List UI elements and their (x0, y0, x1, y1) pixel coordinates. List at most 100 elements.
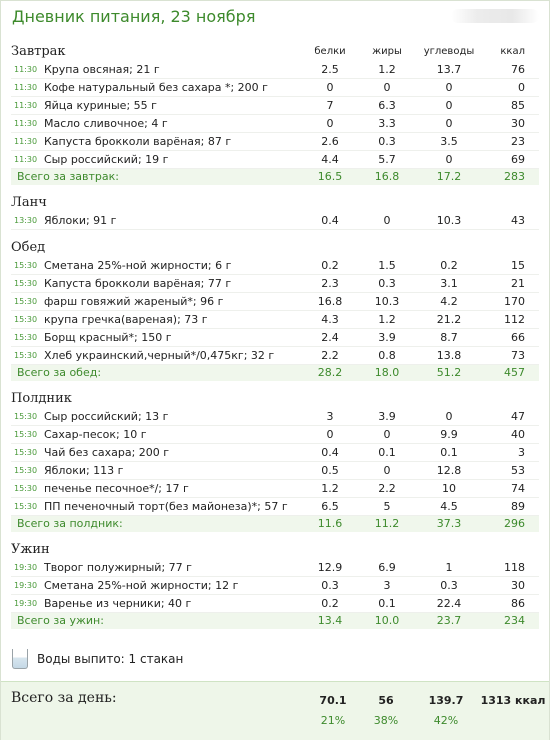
column-header-fat: жиры (372, 46, 402, 57)
food-fat: 0.3 (359, 274, 415, 293)
food-row[interactable]: 11:30 Яйца куриные; 55 г 7 6.3 0 85 (11, 96, 539, 115)
food-row[interactable]: 15:30 Капуста брокколи варёная; 77 г 2.3 0.… (11, 274, 539, 293)
food-fat: 0 (359, 212, 415, 230)
food-name[interactable]: Яблоки; 113 г (44, 461, 301, 480)
meal-total-label: Всего за обед: (11, 364, 301, 381)
food-row[interactable]: 11:30 Масло сливочное; 4 г 0 3.3 0 30 (11, 114, 539, 133)
food-name[interactable]: Сыр российский; 13 г (44, 408, 301, 426)
food-time: 11:30 (11, 78, 44, 97)
food-time: 15:30 (11, 497, 44, 516)
food-name[interactable]: Хлеб украинский,черный*/0,475кг; 32 г (44, 346, 301, 365)
food-name[interactable]: Сыр российский; 19 г (44, 150, 301, 169)
section-spacer (11, 381, 539, 390)
food-fat: 2.2 (359, 479, 415, 498)
meal-header-spacer (301, 390, 539, 408)
meal-header-spacer (301, 239, 539, 257)
food-fat: 0.1 (359, 594, 415, 613)
food-row[interactable]: 15:30 печенье песочное*/; 17 г 1.2 2.2 10 74 (11, 479, 539, 498)
food-protein: 4.4 (301, 150, 359, 169)
food-time: 11:30 (11, 114, 44, 133)
meal-total-protein: 11.6 (301, 515, 359, 532)
food-carbs: 9.9 (415, 425, 483, 444)
food-row[interactable]: 15:30 Сметана 25%-ной жирности; 6 г 0.2 1.5… (11, 257, 539, 275)
food-row[interactable]: 15:30 Чай без сахара; 200 г 0.4 0.1 0.1 3 (11, 443, 539, 462)
food-kcal: 30 (483, 576, 539, 595)
food-name[interactable]: Масло сливочное; 4 г (44, 114, 301, 133)
food-name[interactable]: Яблоки; 91 г (44, 212, 301, 230)
meal-header: Полдник (11, 390, 539, 408)
food-row[interactable]: 13:30 Яблоки; 91 г 0.4 0 10.3 43 (11, 212, 539, 230)
meal-total-kcal: 296 (483, 515, 539, 532)
food-row[interactable]: 15:30 Яблоки; 113 г 0.5 0 12.8 53 (11, 461, 539, 480)
meal-total-carbs: 37.3 (415, 515, 483, 532)
food-name[interactable]: Чай без сахара; 200 г (44, 443, 301, 462)
food-row[interactable]: 15:30 Хлеб украинский,черный*/0,475кг; 32… (11, 346, 539, 365)
day-total-panel: Всего за день: 70.1 56 139.7 1313 ккал 2… (1, 681, 549, 740)
meal-title: Полдник (11, 391, 72, 406)
meal-total-fat: 11.2 (359, 515, 415, 532)
day-carbs-percent: 42% (433, 714, 459, 727)
food-protein: 2.6 (301, 132, 359, 151)
meal-total-fat: 10.0 (359, 612, 415, 629)
spacer-cell (11, 185, 539, 194)
food-row[interactable]: 19:30 Варенье из черники; 40 г 0.2 0.1 22.4 8… (11, 594, 539, 613)
food-carbs: 22.4 (415, 594, 483, 613)
food-row[interactable]: 11:30 Сыр российский; 19 г 4.4 5.7 0 69 (11, 150, 539, 169)
food-name[interactable]: фарш говяжий жареный*; 96 г (44, 292, 301, 311)
food-name[interactable]: Сахар-песок; 10 г (44, 425, 301, 444)
food-protein: 0.3 (301, 576, 359, 595)
title-decoration (451, 9, 539, 23)
food-name[interactable]: Сметана 25%-ной жирности; 12 г (44, 576, 301, 595)
food-row[interactable]: 11:30 Капуста брокколи варёная; 87 г 2.6 0.… (11, 132, 539, 151)
food-protein: 1.2 (301, 479, 359, 498)
food-row[interactable]: 19:30 Сметана 25%-ной жирности; 12 г 0.3 3 0… (11, 576, 539, 595)
food-name[interactable]: печенье песочное*/; 17 г (44, 479, 301, 498)
food-name[interactable]: Яйца куриные; 55 г (44, 96, 301, 115)
food-protein: 2.2 (301, 346, 359, 365)
column-header-protein: белки (314, 46, 346, 57)
page-title: Дневник питания, 23 ноября (12, 7, 256, 26)
food-name[interactable]: Кофе натуральный без сахара *; 200 г (44, 78, 301, 97)
diary-table: Завтрак белки жиры углеводы ккал 11:30 Крупа о… (11, 43, 539, 629)
food-kcal: 53 (483, 461, 539, 480)
food-row[interactable]: 15:30 ПП печеночный торт(без майонеза)*; … (11, 497, 539, 516)
food-row[interactable]: 19:30 Творог полужирный; 77 г 12.9 6.9 1 118 (11, 559, 539, 577)
food-protein: 3 (301, 408, 359, 426)
food-row[interactable]: 11:30 Кофе натуральный без сахара *; 200 … (11, 78, 539, 97)
food-carbs: 0.3 (415, 576, 483, 595)
water-glass-icon[interactable] (12, 649, 28, 669)
food-kcal: 170 (483, 292, 539, 311)
food-row[interactable]: 15:30 крупа гречка(вареная); 73 г 4.3 1.2 21… (11, 310, 539, 329)
food-name[interactable]: крупа гречка(вареная); 73 г (44, 310, 301, 329)
food-row[interactable]: 15:30 Борщ красный*; 150 г 2.4 3.9 8.7 66 (11, 328, 539, 347)
food-name[interactable]: Капуста брокколи варёная; 87 г (44, 132, 301, 151)
food-kcal: 47 (483, 408, 539, 426)
food-row[interactable]: 15:30 Сыр российский; 13 г 3 3.9 0 47 (11, 408, 539, 426)
food-protein: 0.2 (301, 594, 359, 613)
food-row[interactable]: 15:30 фарш говяжий жареный*; 96 г 16.8 10.3… (11, 292, 539, 311)
food-kcal: 69 (483, 150, 539, 169)
food-name[interactable]: ПП печеночный торт(без майонеза)*; 57 г (44, 497, 301, 516)
food-name[interactable]: Крупа овсяная; 21 г (44, 61, 301, 79)
meal-header: Ужин (11, 541, 539, 559)
meal-total-protein: 13.4 (301, 612, 359, 629)
food-name[interactable]: Варенье из черники; 40 г (44, 594, 301, 613)
food-time: 15:30 (11, 328, 44, 347)
food-protein: 2.3 (301, 274, 359, 293)
food-time: 15:30 (11, 310, 44, 329)
food-time: 15:30 (11, 292, 44, 311)
day-total-kcal: 1313 ккал (480, 694, 546, 707)
food-name[interactable]: Борщ красный*; 150 г (44, 328, 301, 347)
section-spacer (11, 532, 539, 541)
meal-header: Ланч (11, 194, 539, 212)
food-row[interactable]: 11:30 Крупа овсяная; 21 г 2.5 1.2 13.7 76 (11, 61, 539, 79)
food-row[interactable]: 15:30 Сахар-песок; 10 г 0 0 9.9 40 (11, 425, 539, 444)
food-kcal: 85 (483, 96, 539, 115)
food-name[interactable]: Капуста брокколи варёная; 77 г (44, 274, 301, 293)
food-name[interactable]: Творог полужирный; 77 г (44, 559, 301, 577)
food-time: 11:30 (11, 61, 44, 79)
meal-total-kcal: 457 (483, 364, 539, 381)
meal-total-row: Всего за полдник: 11.6 11.2 37.3 296 (11, 515, 539, 532)
food-fat: 6.9 (359, 559, 415, 577)
food-name[interactable]: Сметана 25%-ной жирности; 6 г (44, 257, 301, 275)
